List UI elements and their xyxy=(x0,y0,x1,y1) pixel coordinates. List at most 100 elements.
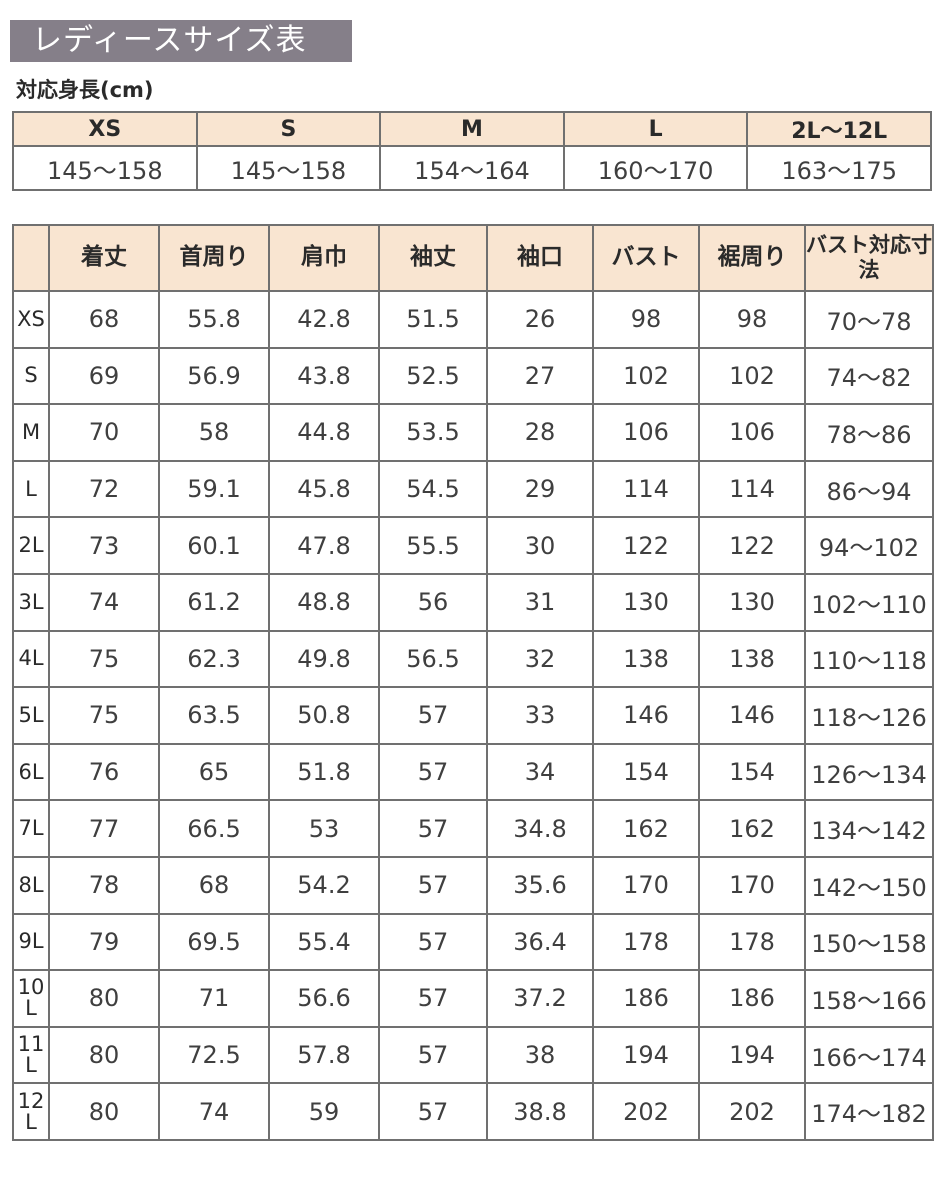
page-title: レディースサイズ表 xyxy=(10,20,352,62)
table-cell: 178 xyxy=(698,912,806,972)
table-cell: 68 xyxy=(48,290,160,349)
table-cell: 202 xyxy=(698,1082,806,1141)
size-header: XS xyxy=(12,111,198,147)
table-cell: 26 xyxy=(486,290,594,349)
table-cell: 98 xyxy=(592,290,700,349)
size-table: 着丈 首周り 肩巾 袖丈 袖口 バスト 裾周り バスト対応寸法 XS 68 55.8 42.8 51.… xyxy=(12,224,934,1141)
table-cell: 194 xyxy=(698,1025,806,1085)
table-cell: 72 xyxy=(48,459,160,519)
table-cell: 59 xyxy=(268,1082,380,1141)
table-cell: 45.8 xyxy=(268,459,380,519)
column-header: 袖口 xyxy=(486,224,594,292)
table-cell: 75 xyxy=(48,686,160,745)
table-cell: 60.1 xyxy=(158,516,270,575)
table-cell: 86〜94 xyxy=(804,459,934,519)
table-cell: 56.5 xyxy=(378,629,488,689)
table-cell: 63.5 xyxy=(158,686,270,745)
table-cell: 32 xyxy=(486,629,594,689)
table-cell: 57 xyxy=(378,1082,488,1141)
height-range-cell: 160〜170 xyxy=(562,145,749,191)
table-row: XS 68 55.8 42.8 51.5 26 98 98 70〜78 xyxy=(12,290,934,349)
table-cell: 57 xyxy=(378,855,488,915)
table-cell: 170 xyxy=(592,855,700,915)
table-cell: 70 xyxy=(48,403,160,462)
table-cell: 74〜82 xyxy=(804,346,934,406)
height-range-cell: 154〜164 xyxy=(379,145,565,191)
table-row: 3L 74 61.2 48.8 56 31 130 130 102〜110 xyxy=(12,572,934,632)
table-cell: 154 xyxy=(592,742,700,802)
table-cell: 78〜86 xyxy=(804,403,934,462)
size-label: 6L xyxy=(12,742,50,802)
table-row: 5L 75 63.5 50.8 57 33 146 146 118〜126 xyxy=(12,686,934,745)
table-cell: 38.8 xyxy=(486,1082,594,1141)
table-cell: 162 xyxy=(592,799,700,858)
table-cell: 34.8 xyxy=(486,799,594,858)
table-cell: 33 xyxy=(486,686,594,745)
table-cell: 142〜150 xyxy=(804,855,934,915)
height-table-label: 対応身長(cm) xyxy=(16,78,154,102)
table-cell: 69 xyxy=(48,346,160,406)
column-header xyxy=(12,224,50,292)
table-cell: 74 xyxy=(48,572,160,632)
table-row: 11L 80 72.5 57.8 57 38 194 194 166〜174 xyxy=(12,1025,934,1085)
table-cell: 138 xyxy=(698,629,806,689)
table-cell: 51.5 xyxy=(378,290,488,349)
table-cell: 102 xyxy=(592,346,700,406)
table-cell: 202 xyxy=(592,1082,700,1141)
table-cell: 44.8 xyxy=(268,403,380,462)
table-row: 7L 77 66.5 53 57 34.8 162 162 134〜142 xyxy=(12,799,934,858)
table-cell: 61.2 xyxy=(158,572,270,632)
table-cell: 62.3 xyxy=(158,629,270,689)
table-cell: 31 xyxy=(486,572,594,632)
size-label: M xyxy=(12,403,50,462)
column-header: バスト xyxy=(592,224,700,292)
table-cell: 118〜126 xyxy=(804,686,934,745)
table-cell: 80 xyxy=(48,969,160,1028)
size-label: 12L xyxy=(12,1082,50,1141)
column-header: バスト対応寸法 xyxy=(804,224,934,292)
size-label: 3L xyxy=(12,572,50,632)
table-cell: 35.6 xyxy=(486,855,594,915)
table-row: S 69 56.9 43.8 52.5 27 102 102 74〜82 xyxy=(12,346,934,406)
table-row: M 70 58 44.8 53.5 28 106 106 78〜86 xyxy=(12,403,934,462)
table-cell: 56.9 xyxy=(158,346,270,406)
table-cell: 76 xyxy=(48,742,160,802)
table-cell: 52.5 xyxy=(378,346,488,406)
table-cell: 57 xyxy=(378,912,488,972)
table-cell: 57 xyxy=(378,1025,488,1085)
table-cell: 27 xyxy=(486,346,594,406)
table-cell: 53 xyxy=(268,799,380,858)
column-header: 着丈 xyxy=(48,224,160,292)
height-table-value-row: 145〜158 145〜158 154〜164 160〜170 163〜175 xyxy=(12,145,932,191)
table-cell: 59.1 xyxy=(158,459,270,519)
table-cell: 57 xyxy=(378,969,488,1028)
table-cell: 56.6 xyxy=(268,969,380,1028)
table-cell: 57 xyxy=(378,686,488,745)
table-cell: 130 xyxy=(698,572,806,632)
table-cell: 94〜102 xyxy=(804,516,934,575)
table-row: 8L 78 68 54.2 57 35.6 170 170 142〜150 xyxy=(12,855,934,915)
size-label: 7L xyxy=(12,799,50,858)
size-label: 5L xyxy=(12,686,50,745)
size-label: 9L xyxy=(12,912,50,972)
table-cell: 178 xyxy=(592,912,700,972)
table-cell: 106 xyxy=(698,403,806,462)
table-cell: 49.8 xyxy=(268,629,380,689)
table-cell: 68 xyxy=(158,855,270,915)
height-table-header-row: XS S M L 2L〜12L xyxy=(12,111,932,147)
table-cell: 158〜166 xyxy=(804,969,934,1028)
table-cell: 106 xyxy=(592,403,700,462)
table-cell: 47.8 xyxy=(268,516,380,575)
table-cell: 57 xyxy=(378,799,488,858)
table-cell: 55.5 xyxy=(378,516,488,575)
size-label: L xyxy=(12,459,50,519)
table-row: 2L 73 60.1 47.8 55.5 30 122 122 94〜102 xyxy=(12,516,934,575)
table-cell: 37.2 xyxy=(486,969,594,1028)
table-cell: 38 xyxy=(486,1025,594,1085)
table-cell: 114 xyxy=(698,459,806,519)
table-cell: 98 xyxy=(698,290,806,349)
table-cell: 114 xyxy=(592,459,700,519)
table-cell: 34 xyxy=(486,742,594,802)
table-cell: 150〜158 xyxy=(804,912,934,972)
table-cell: 66.5 xyxy=(158,799,270,858)
